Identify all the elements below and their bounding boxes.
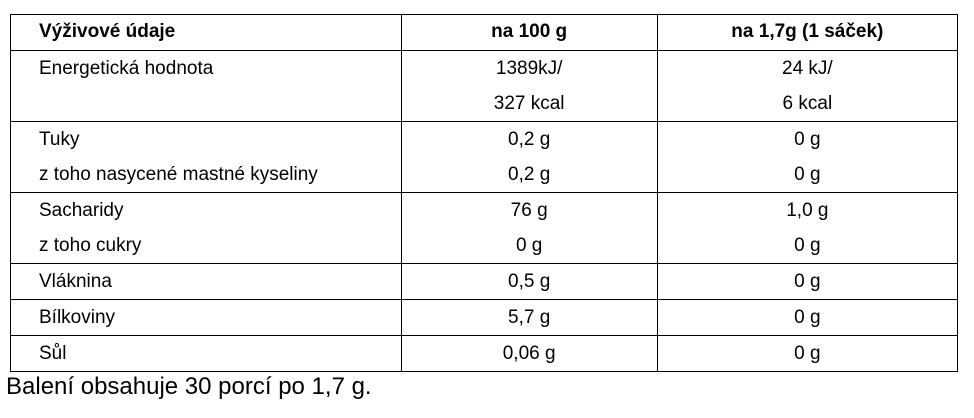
table-cell: 76 g 0 g [400, 192, 658, 264]
cell-line: 0,2 g [508, 164, 551, 185]
cell-line: 0 g [794, 235, 821, 256]
table-row: Tuky z toho nasycené mastné kyseliny 0,2 g… [10, 121, 959, 193]
header-row: Výživové údaje na 100 g na 1,7g (1 sáček) [10, 14, 959, 51]
table-cell: 0 g 0 g [656, 121, 959, 193]
cell-line: z toho nasycené mastné kyseliny [39, 164, 318, 185]
cell-line: 1389kJ/ [495, 58, 563, 79]
cell-line: 0,2 g [508, 129, 551, 150]
table-cell: 0 g [656, 335, 959, 372]
cell-line: 0 g [794, 164, 821, 185]
nutrition-table: Výživové údaje na 100 g na 1,7g (1 sáček) … [10, 14, 959, 372]
header-text: Výživové údaje [39, 21, 176, 42]
cell-line: 0 g [794, 129, 821, 150]
cell-line: 24 kJ/ [782, 58, 833, 79]
table-cell: 24 kJ/6 kcal [656, 50, 959, 122]
cell-line: 0,5 g [508, 271, 551, 292]
header-cell: na 100 g [400, 14, 658, 51]
cell-line: Tuky [39, 129, 80, 150]
header-cell: na 1,7g (1 sáček) [656, 14, 959, 51]
cell-line: Bílkoviny [39, 307, 116, 328]
table-cell: Tuky z toho nasycené mastné kyseliny [10, 121, 402, 193]
table-cell: 5,7 g [400, 299, 658, 336]
cell-line: 76 g [510, 200, 548, 221]
table-cell: Sacharidy z toho cukry [10, 192, 402, 264]
table-row: Sacharidy z toho cukry 76 g 0 g 1,0 g 0 g [10, 192, 959, 264]
header-text: na 100 g [491, 21, 568, 42]
cell-line: 0 g [794, 343, 821, 364]
cell-line: Sacharidy [39, 200, 124, 221]
nutrition-table-wrap: Výživové údaje na 100 g na 1,7g (1 sáček) … [10, 14, 959, 372]
table-cell: Bílkoviny [10, 299, 402, 336]
table-cell: Vláknina [10, 263, 402, 300]
table-cell: 0 g [656, 299, 959, 336]
table-cell: Energetická hodnota [10, 50, 402, 122]
table-cell: 1,0 g 0 g [656, 192, 959, 264]
cell-line: z toho cukry [39, 235, 142, 256]
table-row: Energetická hodnota 1389kJ/327 kcal 24 kJ/… [10, 50, 959, 122]
table-cell: 0 g [656, 263, 959, 300]
header-text: na 1,7g (1 sáček) [731, 21, 884, 42]
table-cell: 0,2 g 0,2 g [400, 121, 658, 193]
cell-line: 6 kcal [782, 93, 833, 114]
cell-line: Sůl [39, 343, 67, 364]
table-cell: 0,5 g [400, 263, 658, 300]
cell-line: 5,7 g [508, 307, 551, 328]
table-cell: Sůl [10, 335, 402, 372]
cell-line: 327 kcal [493, 93, 565, 114]
cell-line: Vláknina [39, 271, 112, 292]
cell-line: 0 g [794, 271, 821, 292]
cell-line: 0 g [515, 235, 543, 256]
cell-line: Energetická hodnota [39, 58, 214, 79]
table-row: Sůl 0,06 g 0 g [10, 335, 959, 372]
cell-line: 1,0 g [786, 200, 829, 221]
header-cell: Výživové údaje [10, 14, 402, 51]
table-row: Bílkoviny 5,7 g 0 g [10, 299, 959, 336]
table-body: Energetická hodnota 1389kJ/327 kcal 24 kJ/… [10, 50, 959, 372]
footer-note: Balení obsahuje 30 porcí po 1,7 g. [6, 373, 372, 400]
cell-line: 0 g [794, 307, 821, 328]
table-cell: 1389kJ/327 kcal [400, 50, 658, 122]
table-cell: 0,06 g [400, 335, 658, 372]
table-row: Vláknina 0,5 g 0 g [10, 263, 959, 300]
cell-line: 0,06 g [502, 343, 556, 364]
